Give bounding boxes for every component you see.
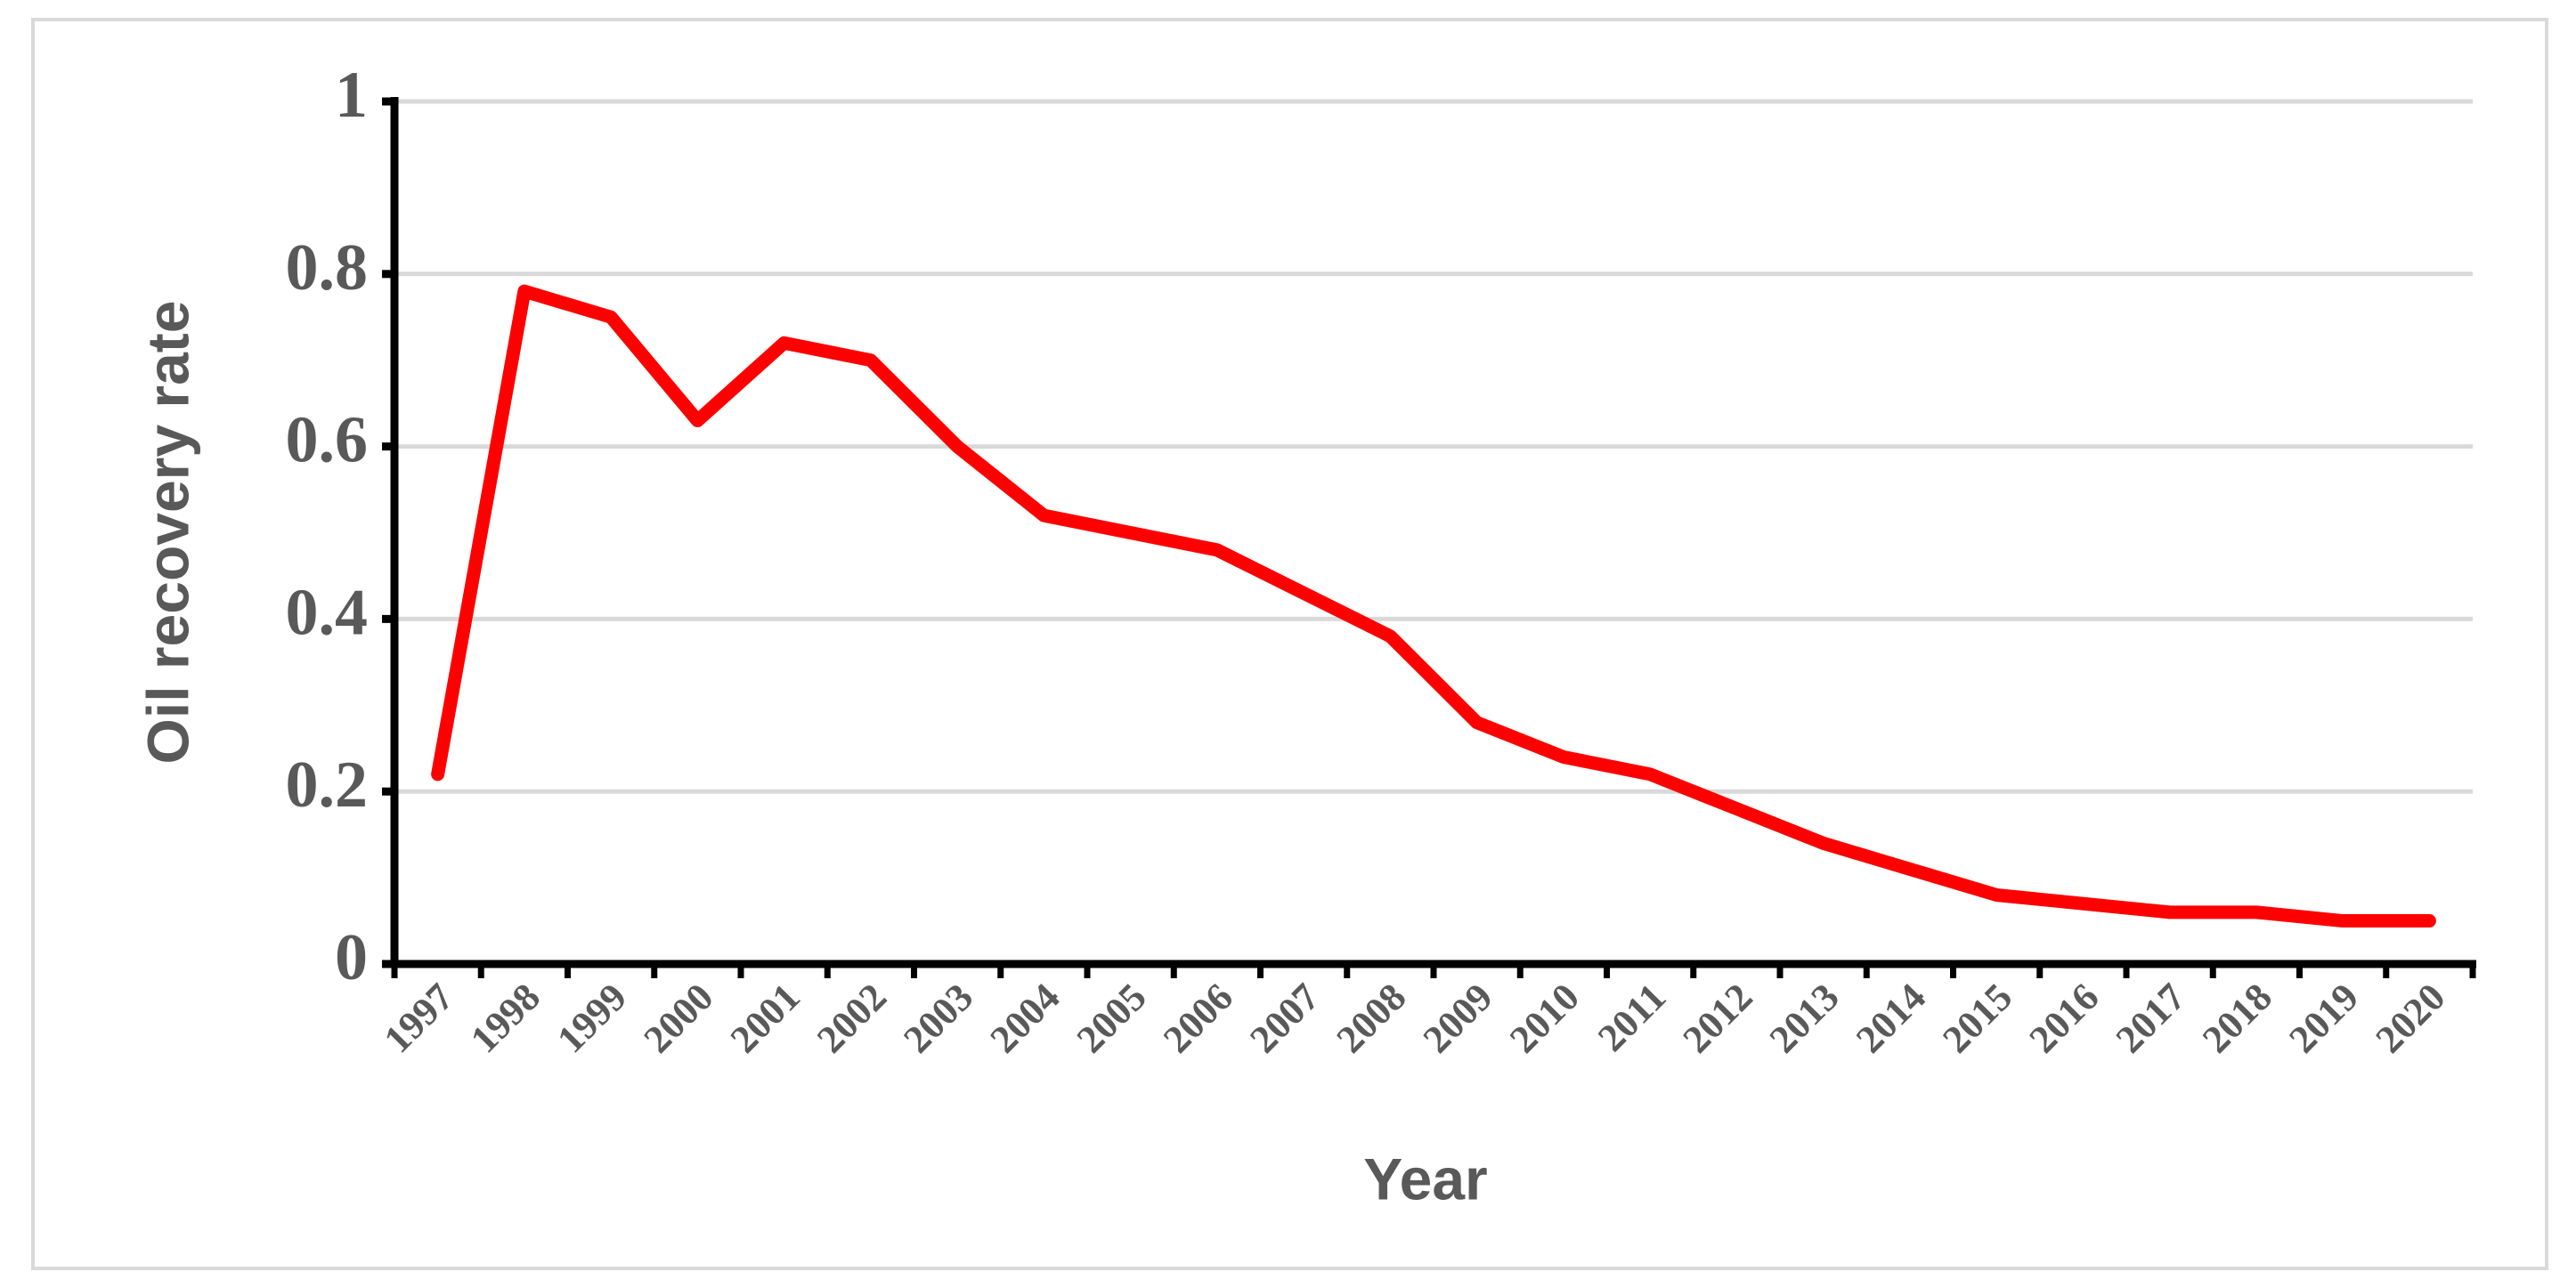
chart-border: [31, 18, 2548, 1270]
y-tick-label: 0.6: [286, 404, 369, 477]
y-tick-label: 0.4: [286, 576, 369, 649]
y-tick-label: 1: [335, 59, 368, 132]
y-tick-label: 0.8: [286, 231, 369, 304]
data-line: [431, 284, 2436, 928]
y-tick-label: 0: [335, 921, 368, 994]
y-axis-title: Oil recovery rate: [134, 301, 200, 765]
y-tick-label: 0.2: [286, 749, 369, 822]
x-axis-title: Year: [1363, 1146, 1487, 1211]
